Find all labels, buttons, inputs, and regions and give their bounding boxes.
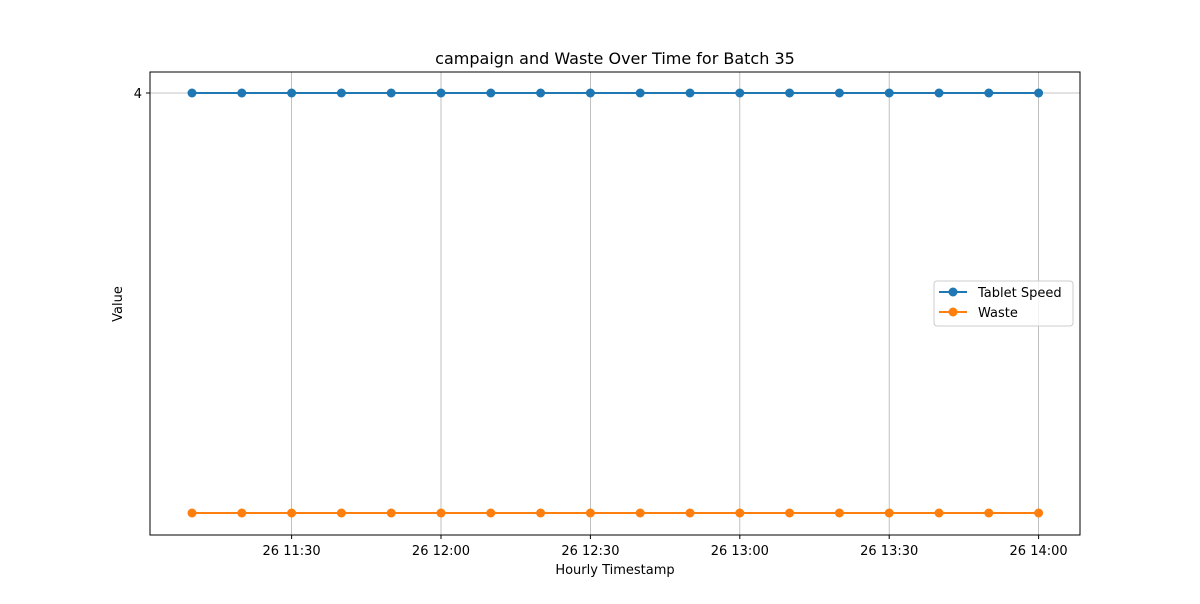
data-point <box>287 88 297 98</box>
data-point <box>386 508 396 518</box>
legend-label: Waste <box>978 306 1018 321</box>
data-point <box>635 88 645 98</box>
data-point <box>984 88 994 98</box>
data-point <box>834 88 844 98</box>
y-tick-label: 4 <box>134 87 142 102</box>
x-axis-label: Hourly Timestamp <box>555 563 674 578</box>
data-point <box>585 508 595 518</box>
data-point <box>785 88 795 98</box>
data-point <box>884 88 894 98</box>
data-point <box>934 88 944 98</box>
data-point <box>536 508 546 518</box>
data-point <box>336 508 346 518</box>
data-point <box>486 88 496 98</box>
data-point <box>486 508 496 518</box>
data-point <box>237 508 247 518</box>
data-point <box>884 508 894 518</box>
data-point <box>336 88 346 98</box>
legend-entry: Tablet Speed <box>939 286 1062 301</box>
data-point <box>934 508 944 518</box>
legend-marker <box>948 307 958 317</box>
data-point <box>735 508 745 518</box>
data-point <box>287 508 297 518</box>
data-point <box>685 508 695 518</box>
data-point <box>834 508 844 518</box>
series-waste <box>187 508 1044 518</box>
data-point <box>1034 88 1044 98</box>
x-tick-label: 26 12:00 <box>412 544 470 559</box>
x-axis-ticks: 26 11:30 26 12:00 26 12:30 26 13:00 26 13:30… <box>263 535 1068 559</box>
data-point <box>685 88 695 98</box>
data-point <box>635 508 645 518</box>
x-tick-label: 26 14:00 <box>1010 544 1068 559</box>
x-tick-label: 26 11:30 <box>263 544 321 559</box>
series-tablet-speed <box>187 88 1044 98</box>
legend: Tablet Speed Waste <box>933 280 1074 327</box>
y-axis-label: Value <box>111 286 126 322</box>
data-point <box>984 508 994 518</box>
data-point <box>436 88 446 98</box>
legend-marker <box>948 287 958 297</box>
plot-area-frame <box>149 71 1081 536</box>
data-point <box>1034 508 1044 518</box>
series-layer <box>187 88 1044 518</box>
legend-entry: Waste <box>939 306 1018 321</box>
chart-title: campaign and Waste Over Time for Batch 3… <box>435 49 795 68</box>
legend-label: Tablet Speed <box>977 286 1062 301</box>
data-point <box>187 88 197 98</box>
y-axis-ticks: 4 <box>134 87 150 102</box>
data-point <box>536 88 546 98</box>
x-tick-label: 26 13:30 <box>860 544 918 559</box>
data-point <box>785 508 795 518</box>
data-point <box>585 88 595 98</box>
data-point <box>187 508 197 518</box>
data-point <box>237 88 247 98</box>
data-point <box>735 88 745 98</box>
x-tick-label: 26 12:30 <box>561 544 619 559</box>
x-tick-label: 26 13:00 <box>711 544 769 559</box>
data-point <box>436 508 446 518</box>
legend-box <box>933 280 1074 327</box>
data-point <box>386 88 396 98</box>
